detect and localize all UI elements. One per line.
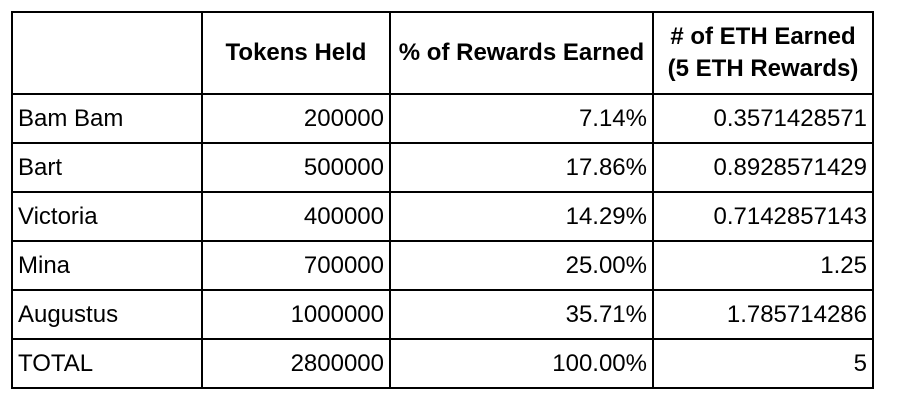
cell-percent: 17.86% bbox=[389, 142, 654, 193]
cell-percent: 35.71% bbox=[389, 289, 654, 340]
cell-tokens: 700000 bbox=[201, 240, 391, 291]
cell-percent: 7.14% bbox=[389, 93, 654, 144]
cell-tokens: 500000 bbox=[201, 142, 391, 193]
header-cell-eth-earned: # of ETH Earned (5 ETH Rewards) bbox=[652, 11, 874, 95]
table-row: Bart 500000 17.86% 0.8928571429 bbox=[11, 142, 874, 193]
table-body: Bam Bam 200000 7.14% 0.3571428571 Bart 5… bbox=[11, 93, 874, 389]
table-row: Augustus 1000000 35.71% 1.785714286 bbox=[11, 289, 874, 340]
rewards-table: Tokens Held % of Rewards Earned # of ETH… bbox=[11, 11, 874, 389]
header-cell-tokens-held: Tokens Held bbox=[201, 11, 391, 95]
cell-eth: 0.8928571429 bbox=[652, 142, 874, 193]
cell-eth: 0.7142857143 bbox=[652, 191, 874, 242]
cell-percent: 100.00% bbox=[389, 338, 654, 389]
cell-eth: 1.25 bbox=[652, 240, 874, 291]
table-row: Mina 700000 25.00% 1.25 bbox=[11, 240, 874, 291]
cell-name: Bart bbox=[11, 142, 203, 193]
cell-name: Mina bbox=[11, 240, 203, 291]
cell-percent: 14.29% bbox=[389, 191, 654, 242]
cell-tokens: 2800000 bbox=[201, 338, 391, 389]
cell-name: Victoria bbox=[11, 191, 203, 242]
cell-eth: 5 bbox=[652, 338, 874, 389]
cell-tokens: 1000000 bbox=[201, 289, 391, 340]
table-header: Tokens Held % of Rewards Earned # of ETH… bbox=[11, 11, 874, 95]
cell-eth: 1.785714286 bbox=[652, 289, 874, 340]
header-cell-name bbox=[11, 11, 203, 95]
cell-percent: 25.00% bbox=[389, 240, 654, 291]
table-row: Bam Bam 200000 7.14% 0.3571428571 bbox=[11, 93, 874, 144]
cell-name: TOTAL bbox=[11, 338, 203, 389]
cell-name: Bam Bam bbox=[11, 93, 203, 144]
total-row: TOTAL 2800000 100.00% 5 bbox=[11, 338, 874, 389]
header-cell-percent-rewards: % of Rewards Earned bbox=[389, 11, 654, 95]
cell-name: Augustus bbox=[11, 289, 203, 340]
header-row: Tokens Held % of Rewards Earned # of ETH… bbox=[11, 11, 874, 95]
cell-tokens: 400000 bbox=[201, 191, 391, 242]
cell-tokens: 200000 bbox=[201, 93, 391, 144]
table-row: Victoria 400000 14.29% 0.7142857143 bbox=[11, 191, 874, 242]
cell-eth: 0.3571428571 bbox=[652, 93, 874, 144]
